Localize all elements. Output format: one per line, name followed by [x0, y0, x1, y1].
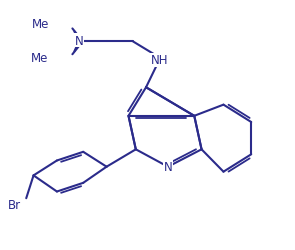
Text: Br: Br: [8, 198, 21, 211]
Text: N: N: [74, 34, 83, 48]
Text: NH: NH: [150, 54, 168, 67]
Text: Me: Me: [31, 52, 48, 65]
Text: N: N: [164, 160, 172, 173]
Text: Me: Me: [32, 18, 50, 30]
